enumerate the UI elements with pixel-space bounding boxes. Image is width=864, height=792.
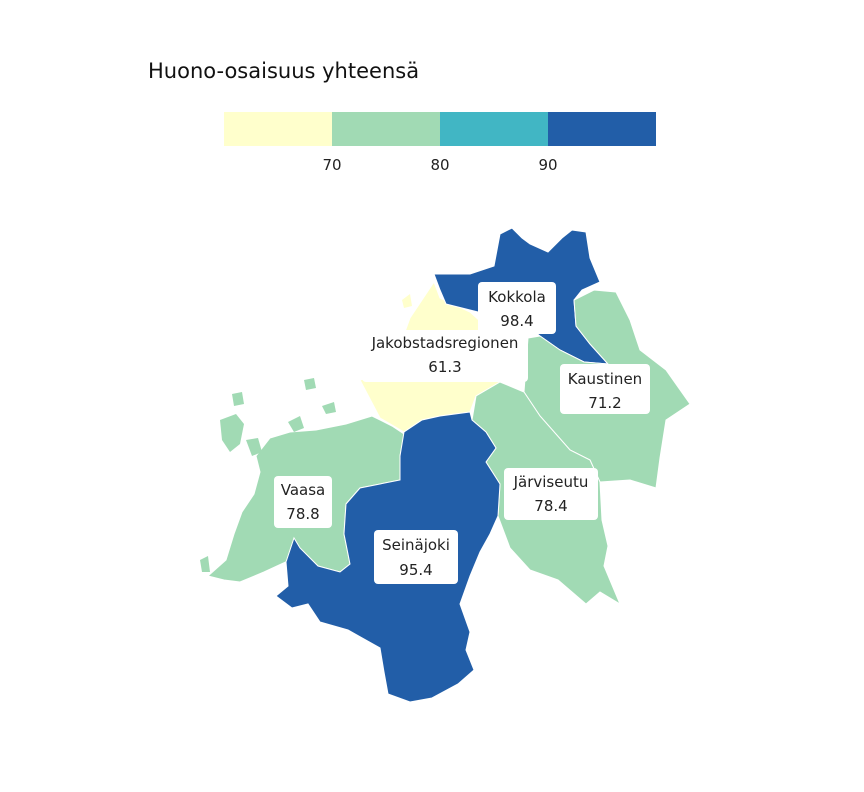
label-box (374, 530, 458, 584)
label-vaasa: Vaasa 78.8 (274, 476, 332, 528)
region-jakobstadsregionen-island (402, 294, 412, 308)
region-vaasa-island (232, 392, 244, 406)
region-labels: Kokkola 98.4 Jakobstadsregionen 61.3 Kau… (274, 282, 650, 584)
label-box (560, 364, 650, 414)
label-value: 95.4 (399, 561, 432, 579)
region-vaasa-island (200, 556, 210, 572)
regions (200, 227, 691, 703)
label-name: Kokkola (488, 288, 546, 306)
map-title: Huono-osaisuus yhteensä (148, 59, 419, 83)
label-name: Järviseutu (513, 473, 589, 491)
label-box (478, 282, 556, 334)
color-legend: 70 80 90 (224, 112, 656, 174)
label-box (362, 330, 528, 382)
region-vaasa-island (288, 416, 304, 432)
legend-swatch-3 (440, 112, 548, 146)
label-value: 78.8 (286, 505, 319, 523)
region-vaasa-island (304, 378, 316, 390)
label-value: 98.4 (500, 312, 533, 330)
label-name: Seinäjoki (382, 536, 450, 554)
legend-tick-70: 70 (322, 156, 341, 174)
legend-swatch-1 (224, 112, 332, 146)
label-box (504, 468, 598, 520)
region-vaasa-island (246, 438, 262, 456)
region-vaasa-island (220, 414, 244, 452)
label-name: Kaustinen (568, 370, 642, 388)
label-value: 61.3 (428, 358, 461, 376)
label-jarviseutu: Järviseutu 78.4 (504, 468, 598, 520)
legend-swatch-4 (548, 112, 656, 146)
label-jakobstadsregionen: Jakobstadsregionen 61.3 (362, 330, 528, 382)
label-name: Jakobstadsregionen (371, 334, 519, 352)
label-box (274, 476, 332, 528)
label-value: 78.4 (534, 497, 567, 515)
label-kokkola: Kokkola 98.4 (478, 282, 556, 334)
label-name: Vaasa (281, 481, 326, 499)
region-vaasa-island (322, 402, 336, 414)
legend-tick-80: 80 (430, 156, 449, 174)
label-value: 71.2 (588, 394, 621, 412)
label-seinajoki: Seinäjoki 95.4 (374, 530, 458, 584)
legend-swatch-2 (332, 112, 440, 146)
legend-tick-90: 90 (538, 156, 557, 174)
label-kaustinen: Kaustinen 71.2 (560, 364, 650, 414)
